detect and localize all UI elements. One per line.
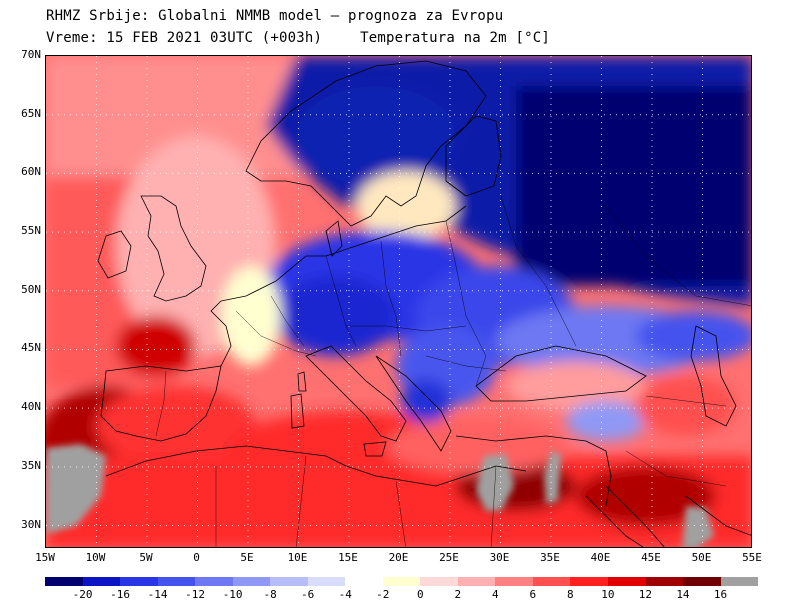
legend-swatch [683,577,721,586]
lat-tick-label: 50N [21,282,41,296]
legend-swatch [45,577,83,586]
lon-tick-label: 15E [338,551,358,564]
legend-label: -14 [147,588,168,601]
lat-tick-label: 60N [21,165,41,179]
legend-swatch [720,577,759,586]
legend-swatch [420,577,458,586]
legend-label: -4 [338,588,352,601]
legend-label: -2 [376,588,390,601]
legend-swatch [232,577,271,586]
lon-tick-label: 10W [85,551,106,564]
legend-label: -8 [263,588,277,601]
legend-swatch [457,577,496,586]
map-subtitle: Vreme: 15 FEB 2021 03UTC (+003h) Temperat… [46,30,550,46]
lon-tick-label: 45E [641,551,661,564]
lon-tick-label: 5W [139,551,153,564]
legend-swatch [382,577,421,586]
legend-label: 4 [492,588,499,601]
legend-label: 16 [713,588,728,601]
lon-tick-label: 40E [590,551,611,564]
legend-swatch [157,577,196,586]
lat-tick-label: 65N [21,106,41,120]
legend-swatch [307,577,346,586]
lon-tick-label: 35E [540,551,560,564]
lat-tick-label: 30N [21,517,41,531]
color-legend [45,577,759,586]
legend-swatch [532,577,571,586]
legend-swatch [195,577,233,586]
legend-swatch [645,577,684,586]
legend-label: 6 [529,588,537,601]
lat-tick-label: 70N [21,48,41,61]
legend-label: -20 [72,588,93,601]
legend-swatch [495,577,533,586]
legend-label: 12 [638,588,653,601]
lon-tick-label: 5E [240,551,254,564]
variable-name: Temperatura na 2m [°C] [360,30,550,46]
legend-label: 14 [676,588,690,601]
legend-label: 0 [416,588,424,601]
legend-swatch [270,577,308,586]
lon-tick-label: 25E [439,551,459,564]
legend-swatch [345,577,383,586]
lon-tick-label: 10E [287,551,308,564]
lon-tick-label: 0 [193,551,200,564]
legend-label: -16 [110,588,130,601]
legend-swatch [607,577,646,586]
lat-tick-label: 35N [21,458,41,472]
legend-label: -10 [222,588,243,601]
lat-tick-label: 40N [21,400,41,414]
legend-label: 10 [601,588,615,601]
temperature-map [45,55,752,548]
graticule [46,56,751,547]
legend-label: -6 [301,588,315,601]
coastlines [97,60,751,547]
lon-tick-label: 15W [35,551,55,564]
legend-swatch [82,577,121,586]
lon-tick-label: 50E [691,551,712,564]
legend-label: 2 [454,588,462,601]
lat-tick-label: 55N [21,224,41,238]
legend-swatch [570,577,608,586]
lon-tick-label: 20E [388,551,409,564]
legend-label: 8 [567,588,574,601]
legend-label: -12 [185,588,206,601]
lat-tick-label: 45N [21,341,41,355]
lon-tick-label: 55E [742,551,762,564]
terrain-mask [46,444,714,547]
legend-swatch [120,577,158,586]
forecast-time: Vreme: 15 FEB 2021 03UTC (+003h) [46,30,323,46]
map-title: RHMZ Srbije: Globalni NMMB model — progn… [46,8,504,24]
country-borders [155,195,751,547]
lon-tick-label: 30E [489,551,510,564]
